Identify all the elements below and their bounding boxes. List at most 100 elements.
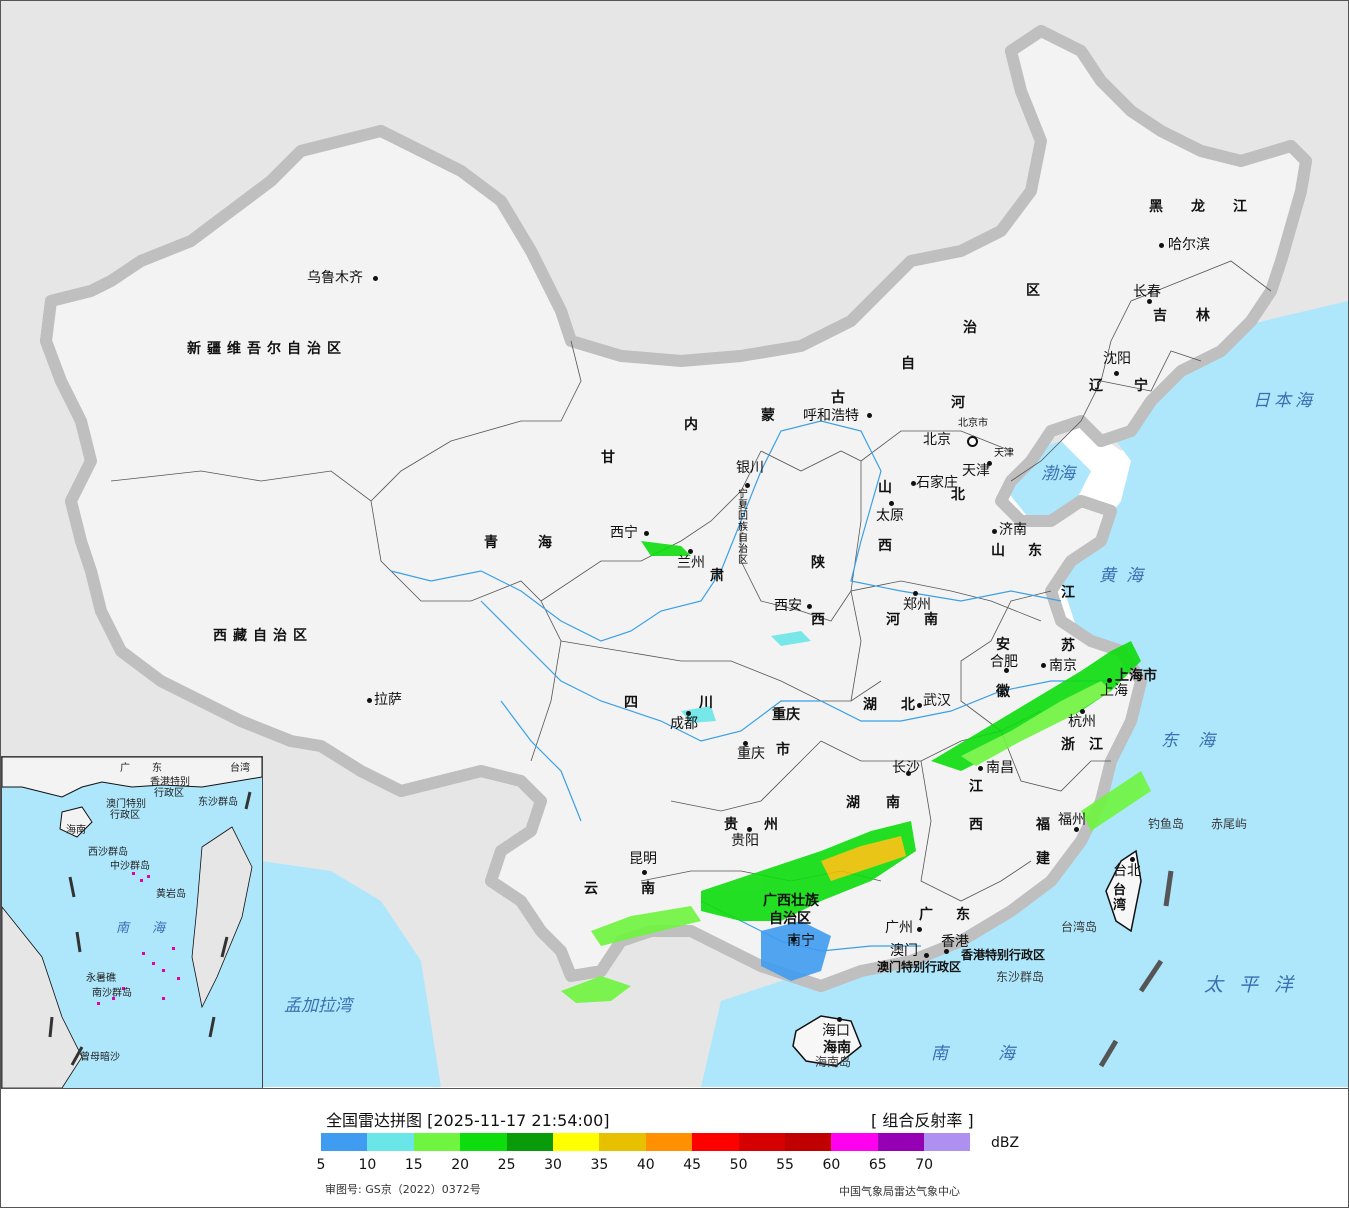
province-label-hebei-1: 河 [951, 395, 965, 411]
city-hangzhou: 杭州 [1068, 714, 1096, 730]
city-guiyang: 贵阳 [731, 833, 759, 849]
colorbar-swatch [738, 1133, 785, 1151]
city-lhasa: 拉萨 [374, 692, 402, 708]
colorbar [321, 1133, 971, 1151]
city-zhengzhou: 郑州 [903, 597, 931, 613]
city-hohhot: 呼和浩特 [803, 408, 859, 424]
city-chengdu: 成都 [670, 716, 698, 732]
city-taiyuan: 太原 [876, 508, 904, 524]
province-label-zhou: 州 [764, 817, 778, 833]
province-label-neimenggu-1: 内 [684, 417, 698, 433]
legend-title: 全国雷达拼图 [2025-11-17 21:54:00] [326, 1111, 610, 1130]
province-label-henan-1: 河 [886, 612, 900, 628]
legend-panel: 全国雷达拼图 [2025-11-17 21:54:00] [ 组合反射率 ] d… [1, 1088, 1348, 1207]
province-label-anhui-1: 安 [996, 637, 1010, 653]
city-dot [1080, 709, 1085, 714]
capital-icon [967, 436, 978, 447]
province-label-zhejiang-1: 浙 [1061, 737, 1075, 753]
province-label-hunan-2: 南 [886, 795, 900, 811]
province-label-si: 四 [624, 695, 638, 711]
colorbar-tick-label: 55 [776, 1157, 794, 1173]
province-label-gan: 甘 [601, 450, 615, 466]
island-label-chiwei: 赤尾屿 [1211, 817, 1248, 831]
province-label-hebei-2: 北 [951, 487, 965, 503]
island-label-hainan: 海南岛 [815, 1055, 852, 1069]
sea-label-east-china-sea: 东海 [1161, 731, 1235, 751]
inset-label-macao-1: 澳门特别 [106, 799, 146, 810]
province-label-qinghai: 青海 [484, 535, 592, 551]
province-label-jilin-2: 林 [1196, 308, 1210, 324]
colorbar-tick-label: 45 [683, 1157, 702, 1173]
inset-label-macao-2: 行政区 [110, 810, 140, 821]
province-label-neimenggu-4: 自 [901, 356, 915, 372]
inset-label-zengmu: 曾母暗沙 [80, 1052, 120, 1063]
south-china-sea-inset: 广 东 台湾 香港特别 行政区 澳门特别 行政区 东沙群岛 海南 西沙群岛 中沙… [1, 756, 263, 1089]
colorbar-tick-label: 20 [451, 1157, 470, 1173]
colorbar-swatch [460, 1133, 507, 1151]
inset-map [2, 757, 262, 1088]
colorbar-tick-label: 35 [590, 1157, 609, 1173]
province-label-neimenggu-6: 区 [1026, 283, 1040, 299]
colorbar-tick-label: 10 [358, 1157, 377, 1173]
island-label-diaoyu: 钓鱼岛 [1148, 817, 1185, 831]
city-lanzhou: 兰州 [677, 555, 705, 571]
city-dot [992, 529, 997, 534]
city-dot [743, 741, 748, 746]
province-label-guangxi-2: 自治区 [769, 911, 811, 927]
city-dot [911, 481, 916, 486]
city-urumqi: 乌鲁木齐 [307, 270, 363, 286]
city-shenyang: 沈阳 [1103, 351, 1131, 367]
inset-label-yongshu: 永暑礁 [86, 973, 116, 984]
city-shijiazhuang: 石家庄 [916, 475, 958, 491]
city-xian: 西安 [774, 598, 802, 614]
province-label-ningxia: 宁夏回族自治区 [738, 489, 748, 566]
city-hefei: 合肥 [990, 654, 1018, 670]
sea-label-yellow-sea: 黄海 [1099, 566, 1153, 586]
province-label-fujian-2: 建 [1036, 851, 1050, 867]
map-area: 新疆维吾尔自治区 西藏自治区 青海 甘 肃 四 川 云 南 贵 州 广西壮族 自… [1, 1, 1348, 1087]
inset-label-nansha: 南沙群岛 [92, 988, 132, 999]
city-macao: 澳门 [890, 943, 918, 959]
colorbar-swatch [599, 1133, 646, 1151]
city-taipei: 台北 [1113, 863, 1141, 879]
colorbar-tick-label: 30 [544, 1157, 562, 1173]
city-dot [906, 771, 911, 776]
sea-label-pacific: 太平洋 [1204, 974, 1310, 996]
colorbar-unit: dBZ [991, 1135, 1020, 1151]
colorbar-swatch [877, 1133, 925, 1151]
province-label-henan-2: 南 [924, 612, 938, 628]
city-dot [807, 604, 812, 609]
city-dot [791, 937, 796, 942]
city-dot [1147, 299, 1152, 304]
province-label-liaoning-2: 宁 [1134, 378, 1148, 394]
inset-label-guang: 广 [120, 763, 130, 774]
province-label-anhui-2: 徽 [996, 684, 1010, 700]
sea-label-bohai: 渤海 [1041, 464, 1075, 484]
sea-label-bay-of-bengal: 孟加拉湾 [284, 996, 352, 1016]
map-approval-number: 审图号: GS京（2022）0372号 [325, 1183, 481, 1196]
city-haikou: 海口 [822, 1023, 850, 1039]
city-dot [642, 870, 647, 875]
colorbar-swatch [645, 1133, 693, 1151]
colorbar-tick-label: 50 [729, 1157, 748, 1173]
city-dot [837, 1017, 842, 1022]
city-fuzhou: 福州 [1058, 812, 1086, 828]
city-kunming: 昆明 [629, 851, 657, 867]
province-label-xinjiang: 新疆维吾尔自治区 [187, 341, 347, 357]
label-hong-kong-sar: 香港特别行政区 [961, 948, 1046, 962]
province-label-dong: 东 [956, 907, 970, 923]
colorbar-swatch [831, 1133, 878, 1151]
city-guangzhou: 广州 [885, 920, 913, 936]
inset-label-xisha: 西沙群岛 [88, 847, 128, 858]
city-dot [688, 549, 693, 554]
province-label-shanxi-2: 西 [878, 538, 892, 554]
city-dot [944, 949, 949, 954]
province-label-yun: 云 [584, 881, 598, 897]
city-chongqing: 重庆 [737, 746, 765, 762]
inset-label-dongsha: 东沙群岛 [198, 797, 238, 808]
island-label-dongsha: 东沙群岛 [996, 970, 1045, 984]
province-label-chongqing-2: 市 [776, 742, 790, 758]
sea-label-sea-of-japan: 日本海 [1253, 391, 1316, 411]
province-label-shaanxi-2: 西 [811, 612, 825, 628]
colorbar-swatch [692, 1133, 739, 1151]
